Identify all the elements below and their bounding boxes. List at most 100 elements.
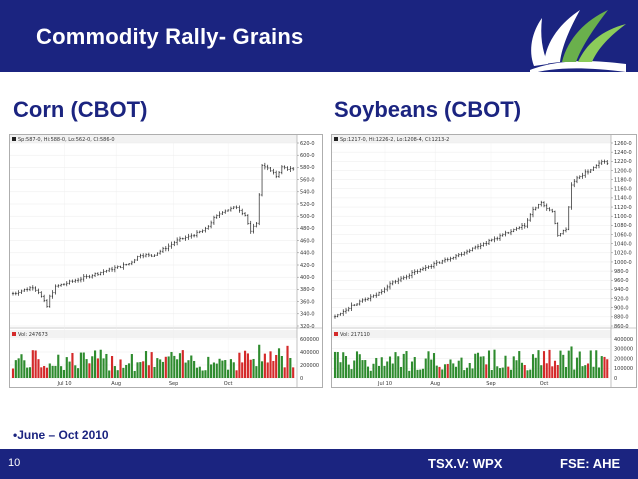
x-tick-label: Oct: [224, 381, 233, 387]
volume-tick-label: 400000: [300, 350, 319, 356]
volume-bar: [153, 366, 156, 378]
volume-bar: [556, 365, 559, 378]
volume-bar: [515, 360, 518, 378]
ticker-fse: FSE: AHE: [560, 456, 621, 471]
volume-bar: [496, 366, 499, 378]
price-tick-label: 1240-0: [614, 150, 632, 156]
volume-bar: [280, 356, 283, 378]
volume-bar: [567, 350, 570, 378]
volume-bar: [255, 366, 258, 378]
date-range-bullet: •June – Oct 2010: [13, 428, 109, 442]
price-tick-label: 980-0: [614, 269, 629, 275]
volume-bar: [603, 356, 606, 378]
volume-bar: [266, 362, 269, 378]
volume-bar: [170, 351, 173, 378]
volume-marker-icon: [12, 332, 16, 336]
volume-bar: [181, 350, 184, 378]
volume-bar: [471, 368, 474, 378]
price-tick-label: 900-0: [614, 306, 629, 312]
volume-bar: [178, 353, 182, 378]
volume-bar: [221, 360, 224, 378]
volume-bar: [17, 358, 20, 378]
volume-bar: [85, 359, 88, 378]
volume-bar: [11, 368, 15, 378]
price-tick-label: 320-0: [300, 324, 315, 330]
volume-bar: [531, 354, 535, 378]
price-panel-header: [332, 135, 611, 143]
volume-bar: [275, 354, 278, 378]
volume-bar: [43, 365, 46, 378]
x-tick-label: Aug: [111, 381, 121, 387]
price-subtitle: Sp:1217-0, Hi:1226-2, Lo:1208-4, Cl:1213…: [340, 137, 449, 143]
volume-bar: [350, 369, 353, 378]
volume-bar: [99, 349, 102, 378]
volume-bar: [482, 356, 485, 378]
price-tick-label: 400-0: [300, 275, 315, 281]
price-tick-label: 340-0: [300, 312, 315, 318]
slide-title: Commodity Rally- Grains: [36, 24, 304, 49]
volume-bar: [232, 362, 235, 378]
price-tick-label: 580-0: [300, 165, 315, 171]
volume-tick-label: 100000: [614, 366, 633, 372]
volume-bar: [388, 356, 392, 378]
volume-bar: [476, 352, 480, 378]
volume-bar: [71, 352, 74, 378]
price-tick-label: 1020-0: [614, 251, 632, 257]
price-tick-label: 560-0: [300, 177, 315, 183]
volume-bar: [523, 365, 526, 378]
corn-chart: Sp:587-0, Hi:588-0, Lo:562-0, Cl:586-0 Vo…: [9, 134, 323, 388]
volume-bar: [424, 358, 427, 378]
volume-bar: [127, 363, 131, 378]
price-tick-label: 960-0: [614, 278, 629, 284]
volume-bar: [540, 365, 543, 378]
price-tick-label: 520-0: [300, 202, 315, 208]
volume-bar: [410, 361, 414, 378]
volume-bar: [201, 370, 204, 378]
volume-bar: [397, 356, 400, 378]
volume-bar: [215, 363, 218, 378]
volume-bar: [26, 367, 29, 378]
price-tick-label: 920-0: [614, 296, 629, 302]
volume-bar: [430, 359, 433, 378]
volume-bar: [391, 363, 394, 378]
volume-bar: [443, 364, 447, 378]
volume-bar: [419, 369, 422, 378]
volume-bar: [88, 363, 91, 378]
volume-bar: [493, 349, 496, 378]
volume-bar: [452, 363, 455, 378]
volume-bar: [243, 350, 247, 378]
slide-header: Commodity Rally- Grains: [0, 0, 638, 74]
volume-bar: [167, 356, 170, 378]
x-tick-label: Oct: [540, 381, 549, 387]
volume-bar: [60, 366, 63, 378]
volume-bar: [485, 364, 488, 378]
volume-bar: [269, 351, 272, 378]
volume-bar: [449, 359, 452, 378]
volume-bar: [142, 361, 145, 378]
volume-bar: [465, 367, 469, 378]
volume-bar: [263, 353, 266, 378]
volume-bar: [65, 357, 68, 378]
volume-bar: [147, 365, 150, 378]
volume-bar: [45, 367, 49, 378]
volume-bar: [416, 369, 419, 378]
panel-marker-icon: [334, 137, 338, 141]
volume-bar: [289, 357, 292, 378]
volume-bar: [93, 350, 97, 378]
volume-bar: [592, 366, 595, 378]
volume-bar: [204, 370, 207, 378]
volume-bar: [498, 368, 502, 378]
volume-bar: [377, 365, 381, 378]
price-tick-label: 1040-0: [614, 241, 632, 247]
volume-bar: [364, 360, 367, 378]
volume-bar: [589, 350, 592, 378]
volume-bar: [468, 363, 471, 378]
volume-bar: [224, 360, 227, 378]
volume-bar: [241, 362, 244, 378]
chart-frame: [331, 134, 637, 388]
price-tick-label: 880-0: [614, 315, 629, 321]
volume-bar: [460, 357, 463, 378]
volume-bar: [198, 366, 201, 378]
volume-bar: [575, 357, 579, 378]
volume-bar: [238, 352, 241, 378]
